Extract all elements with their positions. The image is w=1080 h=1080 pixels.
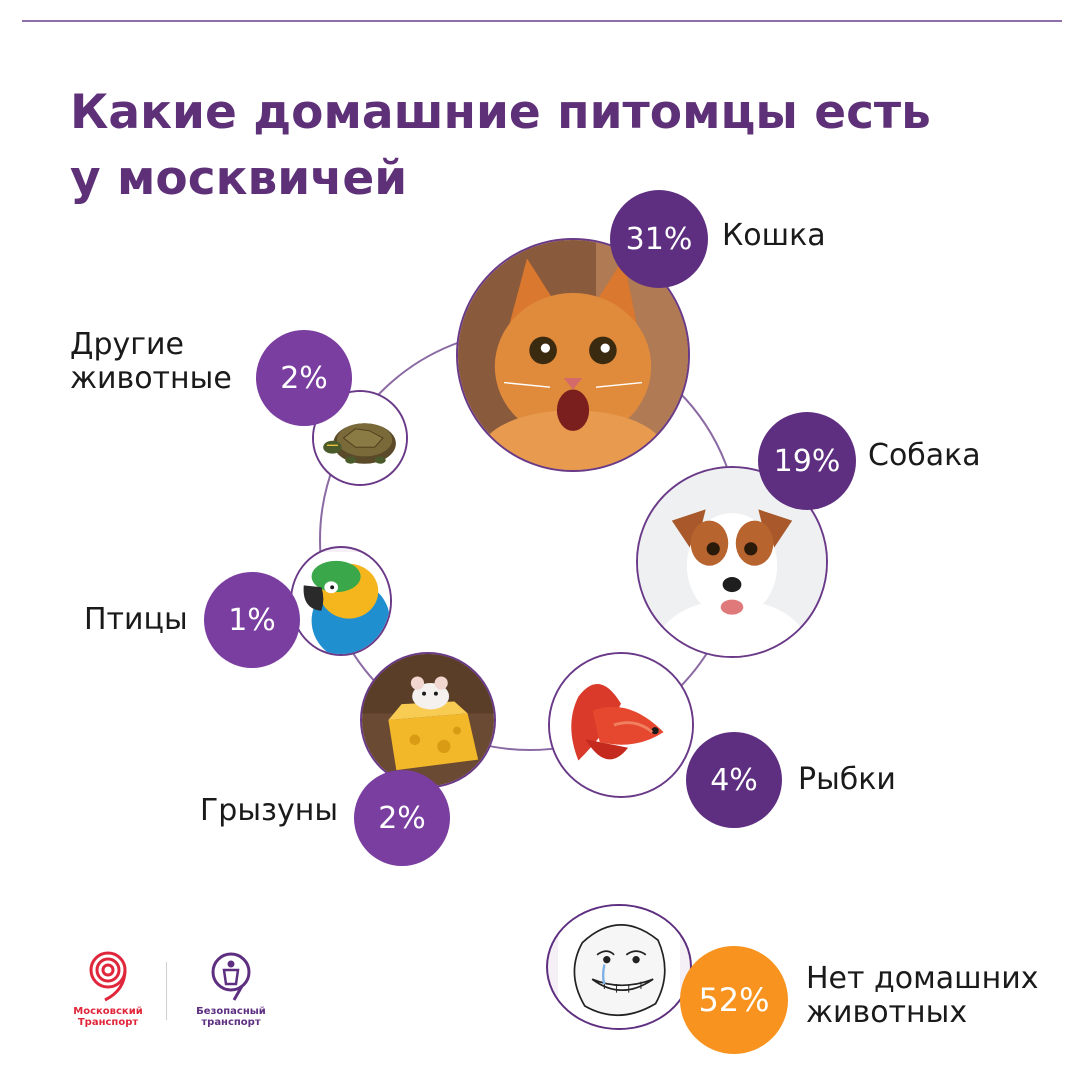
forever-alone-face (546, 904, 692, 1030)
badge-cat: 31% (610, 190, 708, 288)
label-rodents: Грызуны (200, 793, 339, 828)
logo-separator (166, 962, 167, 1020)
badge-dog: 19% (758, 412, 856, 510)
cat-photo (456, 238, 690, 472)
mouse-photo (360, 652, 496, 788)
value-rodents: 2% (378, 800, 426, 836)
logo-safe-transport-text: Безопасный транспорт (196, 1006, 266, 1028)
label-other: Другие животные (70, 327, 232, 396)
badge-rodents: 2% (354, 770, 450, 866)
label-birds: Птицы (84, 602, 188, 637)
parrot-photo (290, 546, 392, 656)
label-fish: Рыбки (798, 762, 896, 797)
safe-transport-logo-icon (211, 952, 251, 1001)
value-other: 2% (280, 360, 328, 396)
logo-moscow-transport-text: Московский Транспорт (73, 1006, 143, 1028)
label-dog: Собака (868, 438, 981, 473)
value-none: 52% (698, 981, 770, 1019)
value-birds: 1% (228, 602, 276, 638)
moscow-transport-logo-icon (89, 951, 127, 1002)
value-dog: 19% (773, 443, 841, 479)
label-cat: Кошка (722, 218, 826, 253)
label-none: Нет домашних животных (806, 961, 1039, 1030)
badge-other: 2% (256, 330, 352, 426)
logo-safe-transport: Безопасный транспорт (186, 950, 276, 1028)
logo-moscow-transport: Московский Транспорт (68, 950, 148, 1028)
badge-birds: 1% (204, 572, 300, 668)
badge-none: 52% (680, 946, 788, 1054)
badge-fish: 4% (686, 732, 782, 828)
value-fish: 4% (710, 762, 758, 798)
value-cat: 31% (625, 221, 693, 257)
page-title: Какие домашние питомцы есть у москвичей (70, 85, 931, 206)
fish-photo (548, 652, 694, 798)
top-divider (22, 20, 1062, 22)
